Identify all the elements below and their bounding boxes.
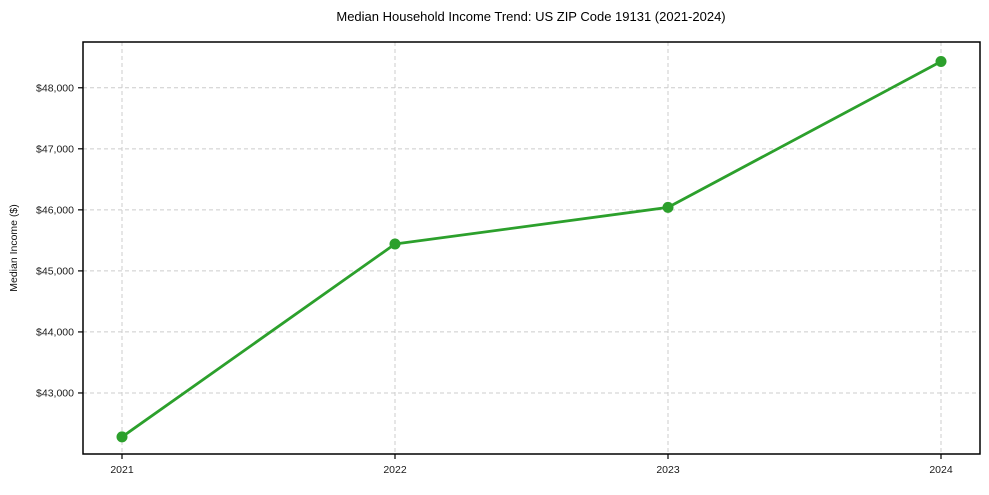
tick-labels: $43,000 $44,000 $45,000 $46,000 $47,000 $48,0… xyxy=(36,82,953,476)
plot-border xyxy=(82,41,981,455)
y-tick-label: $45,000 xyxy=(36,265,74,277)
x-tick-label: 2023 xyxy=(656,464,680,476)
x-tick-label: 2022 xyxy=(383,464,407,476)
y-tick-label: $46,000 xyxy=(36,204,74,216)
data-series xyxy=(116,56,947,443)
data-point xyxy=(662,201,674,213)
x-tick-label: 2021 xyxy=(110,464,134,476)
y-tick-label: $47,000 xyxy=(36,143,74,155)
data-point xyxy=(389,238,401,250)
y-tick-label: $48,000 xyxy=(36,82,74,94)
y-tick-label: $44,000 xyxy=(36,326,74,338)
x-tick-label: 2024 xyxy=(929,464,953,476)
gridlines xyxy=(83,42,980,454)
axis-ticks xyxy=(78,87,942,459)
data-point xyxy=(935,56,947,68)
trend-line xyxy=(120,60,943,439)
chart-title: Median Household Income Trend: US ZIP Co… xyxy=(336,9,725,24)
data-point xyxy=(116,431,128,443)
y-axis-label: Median Income ($) xyxy=(8,204,20,292)
y-tick-label: $43,000 xyxy=(36,387,74,399)
